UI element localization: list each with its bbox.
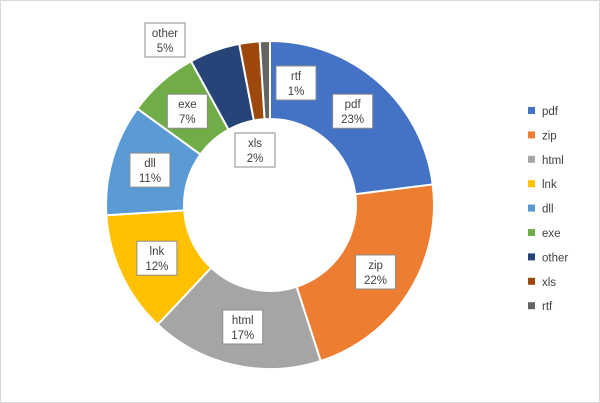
data-label-other: other 5% (144, 22, 186, 58)
data-label-box (234, 132, 276, 168)
data-label-value: 22% (364, 275, 387, 287)
legend-item-xls: xls (528, 277, 556, 289)
data-label-box (332, 93, 374, 129)
legend-label: zip (542, 130, 557, 142)
legend-swatch (528, 253, 535, 261)
legend-item-exe: exe (528, 228, 561, 240)
data-label-dll: dll 11% (129, 152, 171, 188)
data-label-rtf: rtf 1% (275, 65, 317, 101)
data-label-value: 12% (145, 261, 168, 273)
data-label-box (222, 309, 264, 345)
data-label-category: html (232, 315, 254, 327)
data-label-value: 17% (231, 330, 254, 342)
data-label-category: dll (144, 158, 156, 170)
data-label-box (166, 93, 208, 129)
legend-label: xls (542, 277, 556, 289)
data-label-box (129, 152, 171, 188)
donut-slices (105, 39, 435, 370)
data-label-lnk: lnk 12% (136, 240, 178, 276)
data-labels: pdf 23% zip 22% html 17% lnk 12% dll 11% exe 7% othe… (129, 22, 397, 345)
legend-label: html (542, 155, 564, 167)
legend-label: dll (542, 204, 554, 216)
legend-swatch (528, 180, 535, 188)
data-label-html: html 17% (222, 309, 264, 345)
data-label-category: other (152, 28, 178, 40)
legend-swatch (528, 204, 535, 212)
data-label-box (275, 65, 317, 101)
data-label-zip: zip 22% (355, 254, 397, 290)
legend-swatch (528, 302, 535, 310)
legend-item-lnk: lnk (528, 179, 557, 191)
legend-swatch (528, 155, 535, 163)
data-label-category: xls (248, 138, 262, 150)
legend-swatch (528, 107, 535, 114)
data-label-category: rtf (291, 71, 302, 83)
legend: pdf zip html lnk dll exe other xls rtf (528, 106, 568, 313)
data-label-value: 11% (139, 173, 161, 185)
legend-item-dll: dll (528, 204, 554, 216)
data-label-xls: xls 2% (234, 132, 276, 168)
legend-item-zip: zip (528, 130, 557, 142)
legend-label: rtf (542, 301, 553, 313)
data-label-category: lnk (150, 246, 165, 258)
data-label-pdf: pdf 23% (332, 93, 374, 129)
legend-item-rtf: rtf (528, 301, 553, 313)
legend-swatch (528, 277, 535, 285)
legend-item-other: other (528, 252, 568, 264)
legend-swatch (528, 131, 535, 139)
data-label-category: pdf (345, 99, 362, 111)
legend-label: lnk (542, 179, 557, 191)
data-label-value: 23% (341, 114, 364, 126)
data-label-value: 5% (157, 43, 174, 55)
legend-label: pdf (542, 106, 559, 118)
data-label-category: zip (368, 260, 383, 272)
data-label-value: 2% (247, 153, 264, 165)
legend-label: exe (542, 228, 561, 240)
legend-item-pdf: pdf (528, 106, 559, 118)
data-label-value: 7% (179, 114, 196, 126)
data-label-category: exe (178, 99, 197, 111)
data-label-box (144, 22, 186, 58)
data-label-box (355, 254, 397, 290)
data-label-value: 1% (288, 86, 305, 98)
data-label-box (136, 240, 178, 276)
legend-swatch (528, 229, 535, 236)
legend-item-html: html (528, 155, 564, 167)
legend-label: other (542, 252, 568, 264)
data-label-exe: exe 7% (166, 93, 208, 129)
slice-rtf (258, 39, 271, 121)
